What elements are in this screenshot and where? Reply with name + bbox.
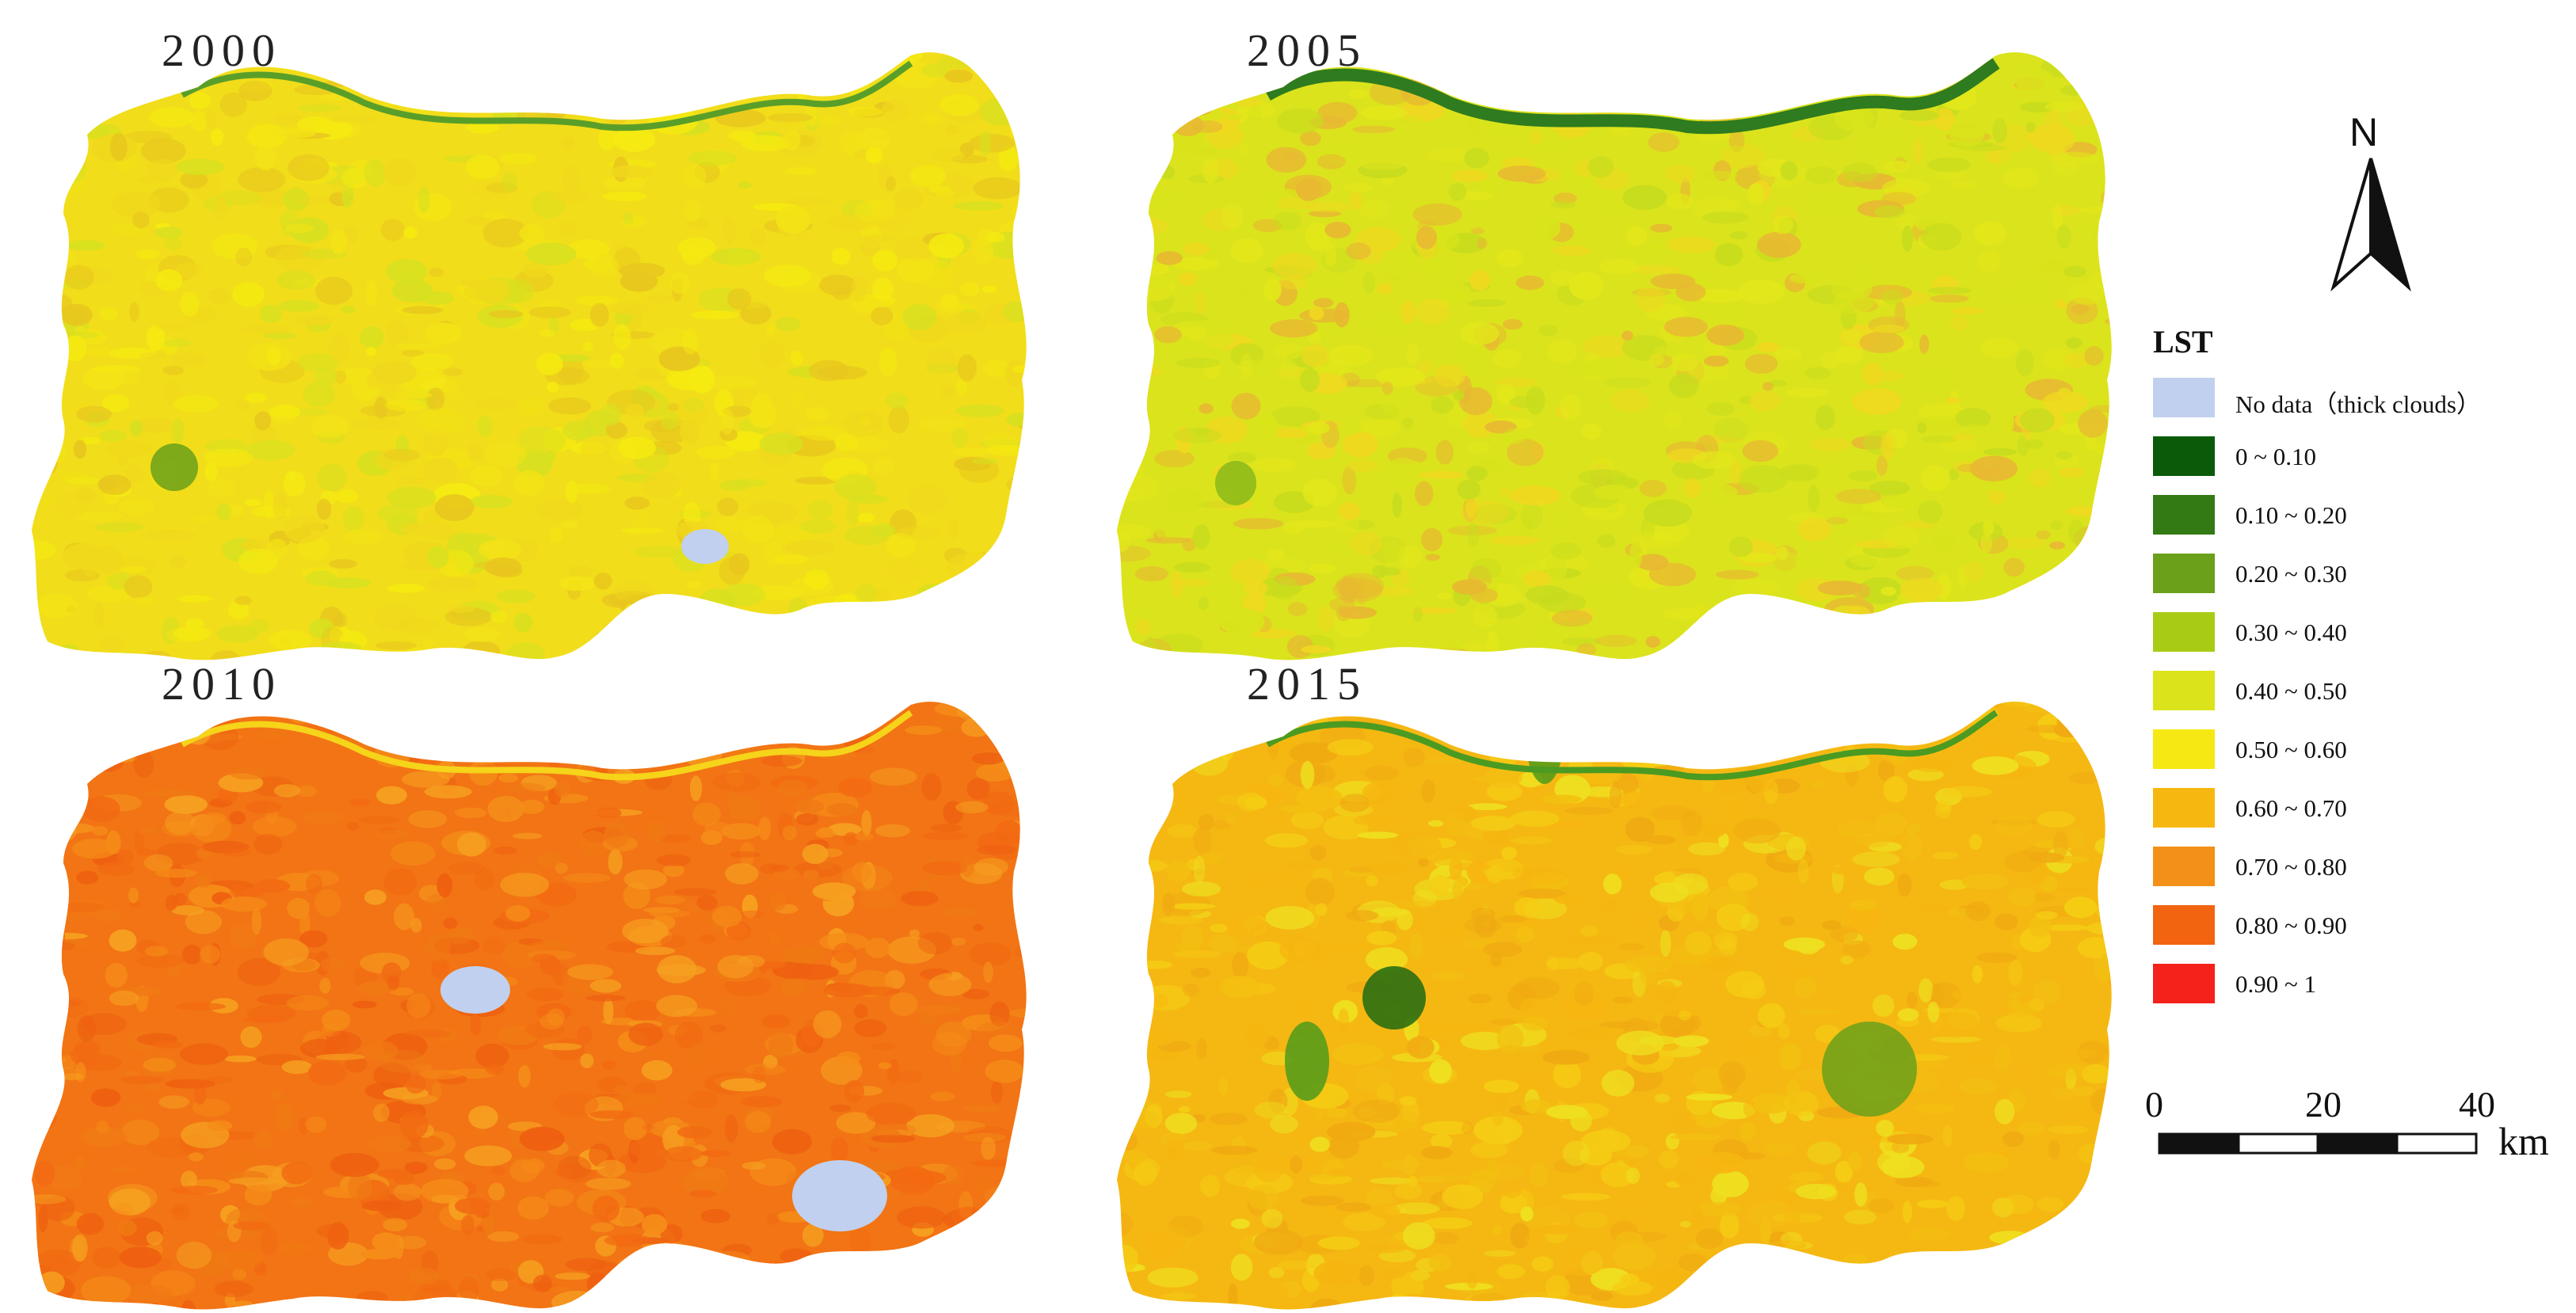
legend-label: 0.30 ~ 0.40: [2235, 618, 2347, 646]
legend-swatch: [2153, 671, 2215, 710]
legend-label: No data（thick clouds）: [2235, 390, 2481, 418]
legend-swatch: [2153, 964, 2215, 1003]
legend-label: 0.10 ~ 0.20: [2235, 501, 2347, 529]
scale-bar: 0 20 40 km: [2145, 1083, 2565, 1170]
legend-swatch: [2153, 788, 2215, 828]
legend-item: 0.40 ~ 0.50: [2153, 671, 2565, 729]
map-panel-2015: 2015: [1101, 657, 2155, 1310]
legend-label: 0.70 ~ 0.80: [2235, 853, 2347, 881]
legend-label: 0.50 ~ 0.60: [2235, 736, 2347, 763]
scale-bar-graphic: [2158, 1132, 2478, 1155]
legend-title: LST: [2153, 324, 2213, 360]
legend-label: 0.90 ~ 1: [2235, 970, 2317, 998]
legend-item: 0.10 ~ 0.20: [2153, 495, 2565, 554]
legend-item: 0.90 ~ 1: [2153, 964, 2565, 1022]
legend-swatch: [2153, 729, 2215, 769]
scale-tick-0: 0: [2145, 1084, 2163, 1125]
year-label-2000: 2000: [162, 25, 282, 76]
north-label: N: [2349, 110, 2379, 154]
legend-item: 0.30 ~ 0.40: [2153, 612, 2565, 671]
legend-label: 0.40 ~ 0.50: [2235, 677, 2347, 705]
lst-map-2015: [1117, 702, 2112, 1310]
lst-map-2005: [1117, 52, 2112, 660]
legend-item: No data（thick clouds）: [2153, 378, 2565, 436]
map-panel-2000: 2000: [16, 8, 1069, 660]
legend-label: 0.20 ~ 0.30: [2235, 560, 2347, 588]
legend-swatch: [2153, 436, 2215, 476]
legend-swatch: [2153, 495, 2215, 535]
legend-label: 0.80 ~ 0.90: [2235, 911, 2347, 939]
year-label-2015: 2015: [1247, 658, 1367, 710]
north-arrow-icon: [2330, 158, 2411, 292]
legend-item: 0.20 ~ 0.30: [2153, 554, 2565, 612]
legend-item: 0 ~ 0.10: [2153, 436, 2565, 495]
scale-unit: km: [2498, 1119, 2549, 1163]
scale-tick-20: 20: [2305, 1084, 2342, 1125]
map-panel-2010: 2010: [16, 657, 1069, 1310]
legend-item: 0.50 ~ 0.60: [2153, 729, 2565, 788]
legend-item: 0.70 ~ 0.80: [2153, 847, 2565, 905]
lst-map-2010: [32, 702, 1027, 1310]
lst-map-2000: [32, 52, 1027, 660]
legend-item: 0.60 ~ 0.70: [2153, 788, 2565, 847]
legend-swatch: [2153, 612, 2215, 652]
legend: LST No data（thick clouds） 0 ~ 0.10 0.10 ~ …: [2153, 323, 2565, 1022]
legend-label: 0.60 ~ 0.70: [2235, 794, 2347, 822]
legend-swatch: [2153, 847, 2215, 886]
legend-swatch: [2153, 378, 2215, 417]
legend-items: No data（thick clouds） 0 ~ 0.10 0.10 ~ 0.20…: [2153, 378, 2565, 1022]
legend-label: 0 ~ 0.10: [2235, 443, 2317, 470]
legend-swatch: [2153, 905, 2215, 945]
legend-swatch: [2153, 554, 2215, 593]
year-label-2010: 2010: [162, 658, 282, 710]
map-panel-2005: 2005: [1101, 8, 2155, 660]
scale-tick-40: 40: [2459, 1084, 2495, 1125]
legend-item: 0.80 ~ 0.90: [2153, 905, 2565, 964]
year-label-2005: 2005: [1247, 25, 1367, 76]
